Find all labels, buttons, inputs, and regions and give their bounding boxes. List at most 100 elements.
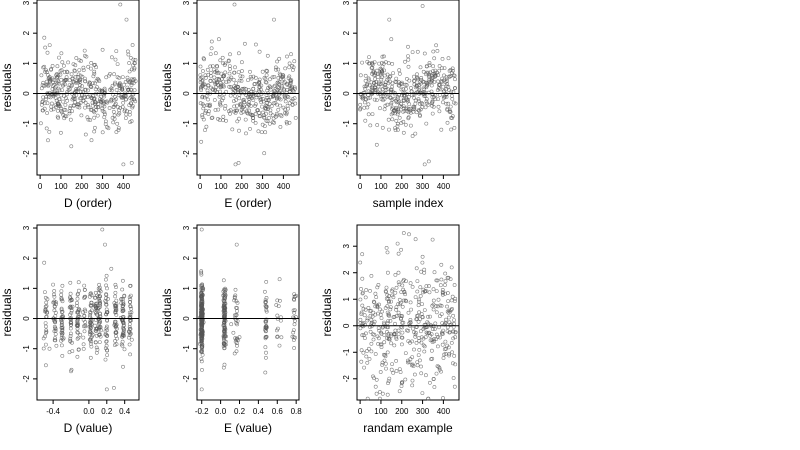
data-point — [431, 49, 436, 54]
data-point — [222, 307, 227, 311]
data-point — [403, 351, 408, 356]
data-point — [78, 332, 83, 337]
data-point — [379, 316, 384, 321]
data-point — [443, 271, 448, 276]
data-point — [97, 299, 102, 304]
data-point — [265, 96, 270, 100]
data-point — [236, 70, 241, 75]
data-point — [40, 99, 45, 104]
data-point — [121, 278, 125, 283]
data-point — [47, 43, 52, 48]
y-axis-title: residuals — [320, 63, 334, 111]
data-point — [282, 80, 287, 85]
data-point — [47, 90, 52, 95]
data-point — [363, 118, 368, 123]
data-point — [223, 342, 228, 347]
data-point — [56, 79, 61, 84]
data-point — [369, 341, 374, 346]
data-point — [449, 127, 454, 132]
data-point — [380, 309, 384, 314]
x-tick-label: 0 — [358, 407, 363, 416]
data-point — [76, 280, 81, 285]
data-point — [41, 95, 46, 100]
data-point — [438, 335, 442, 340]
data-point — [427, 290, 432, 295]
data-point — [42, 35, 47, 40]
data-point — [271, 116, 276, 121]
data-point — [121, 162, 126, 167]
data-point — [88, 341, 93, 346]
data-point — [219, 83, 223, 88]
data-point — [103, 122, 108, 127]
data-point — [439, 262, 444, 267]
data-point — [232, 84, 237, 89]
data-point — [433, 97, 438, 102]
data-point — [276, 92, 281, 97]
data-point — [419, 364, 423, 369]
data-point — [54, 302, 58, 307]
data-point — [417, 310, 422, 315]
data-point — [436, 97, 441, 102]
data-point — [399, 342, 404, 347]
data-point — [408, 281, 413, 286]
data-point — [124, 116, 128, 121]
data-point — [283, 66, 288, 71]
data-point — [257, 114, 262, 118]
data-point — [450, 116, 455, 120]
data-point — [94, 108, 98, 113]
data-point — [81, 65, 86, 70]
data-point — [249, 76, 254, 81]
data-point — [388, 95, 393, 100]
data-point — [390, 84, 395, 89]
plot-frame — [196, 0, 300, 176]
data-point — [291, 328, 296, 333]
data-point — [104, 273, 109, 278]
data-point — [371, 374, 375, 379]
data-point — [47, 129, 52, 134]
data-point — [280, 73, 285, 77]
data-point — [430, 104, 435, 108]
data-point — [263, 336, 268, 341]
points-d-value — [41, 227, 134, 392]
data-point — [387, 17, 392, 22]
y-tick-label: -1 — [22, 120, 31, 128]
data-point — [97, 325, 102, 330]
data-point — [382, 85, 387, 90]
data-point — [386, 61, 391, 66]
data-point — [444, 101, 449, 106]
data-point — [275, 298, 280, 303]
data-point — [104, 339, 109, 344]
data-point — [114, 330, 119, 335]
data-point — [376, 326, 381, 331]
data-point — [410, 326, 415, 331]
data-point — [58, 72, 63, 77]
data-point — [93, 81, 97, 86]
data-point — [129, 101, 134, 106]
data-point — [410, 134, 415, 138]
data-point — [121, 322, 126, 327]
y-tick-label: 0 — [22, 91, 31, 96]
data-point — [443, 351, 448, 356]
data-point — [412, 96, 417, 100]
data-point — [59, 93, 64, 98]
data-point — [275, 80, 280, 85]
data-point — [443, 279, 448, 284]
data-point — [363, 295, 368, 300]
x-tick-label: 200 — [75, 182, 89, 191]
data-point — [376, 75, 380, 80]
data-point — [414, 83, 419, 88]
data-point — [264, 80, 269, 85]
data-point — [385, 321, 390, 326]
data-point — [215, 64, 220, 69]
data-point — [394, 105, 399, 110]
data-point — [447, 88, 452, 93]
data-point — [100, 130, 105, 135]
data-point — [386, 379, 391, 384]
data-point — [443, 283, 447, 287]
data-point — [43, 45, 48, 50]
data-point — [104, 302, 109, 307]
data-point — [222, 314, 227, 319]
data-point — [435, 344, 440, 349]
data-point — [406, 116, 411, 121]
data-point — [222, 311, 227, 316]
